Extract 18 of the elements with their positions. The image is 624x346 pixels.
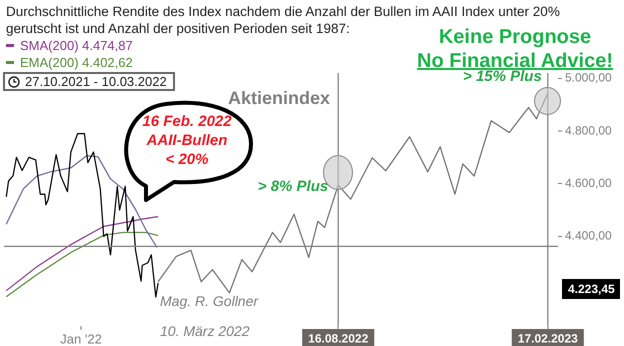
annotation: 10. März 2022 [160,323,250,339]
text: Keine Prognose [438,26,592,49]
legend-label: EMA(200) 4.402,62 [19,54,133,71]
annotation: Mag. R. Gollner [160,293,258,309]
y-tick-label: 4.400,00 [565,228,612,243]
y-tick-label: 4.800,00 [565,123,612,138]
x-tick-label: Jan '22 [60,331,102,346]
y-tick-label: 5.000,00 [565,70,612,85]
text: 4.223,45 [562,279,620,299]
x-tick-label: 17.02.2023 [518,332,578,346]
y-tick-label: 4.600,00 [565,176,612,190]
x-tick-label: 16.08.2022 [308,332,369,346]
annotation: > 8% Plus [258,178,328,195]
chart-subtitle: 27.10.2021 - 10.03.2022 [3,72,175,91]
annotation: 16 Feb. 2022 AAII-Bullen < 20% [141,112,233,169]
legend-label: SMA(200) 4.474,87 [19,37,133,54]
annotation: > 15% Plus [463,68,542,86]
annotation: Aktienindex [228,88,330,109]
